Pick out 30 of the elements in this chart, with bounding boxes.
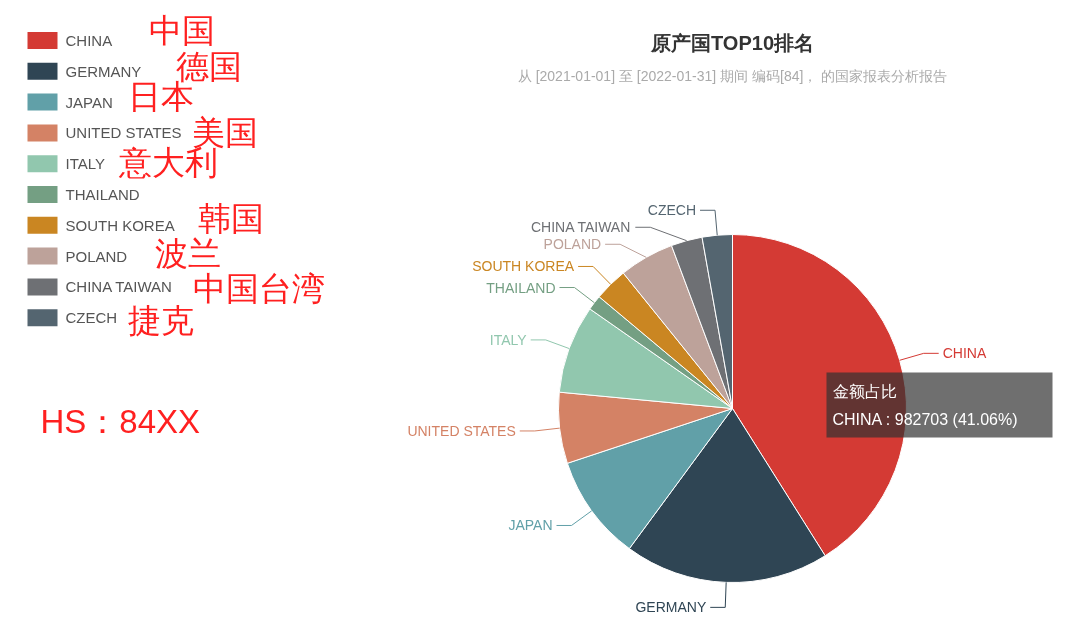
legend-label: POLAND: [65, 247, 128, 265]
slice-label: ITALY: [489, 331, 528, 348]
legend-label: CHINA TAIWAN: [65, 278, 172, 296]
legend-label: THAILAND: [65, 186, 140, 203]
text: 从 [2021-01-01] 至 [2022-01-31] 期间 编码[84]， 的国家报表分析报告: [517, 67, 948, 84]
text: 中国台湾: [192, 270, 325, 307]
slice-label: UNITED STATES: [407, 422, 516, 439]
legend-label: UNITED STATES: [65, 124, 182, 142]
slice-label: SOUTH KOREA: [472, 258, 575, 275]
chart-title: 原产国TOP10排名: [650, 31, 814, 54]
slice-label: CHINA TAIWAN: [530, 219, 631, 236]
text: 韩国: [197, 200, 264, 237]
legend-label: SOUTH KOREA: [65, 216, 175, 234]
legend-label: CHINA: [65, 32, 113, 49]
slice-label: POLAND: [543, 236, 602, 253]
slice-label: GERMANY: [635, 599, 707, 616]
legend-label: JAPAN: [65, 93, 113, 111]
slice-label: CZECH: [647, 202, 697, 219]
text: 波兰: [154, 235, 221, 272]
slice-label: JAPAN: [508, 517, 553, 534]
slice-label: CHINA: [942, 345, 987, 362]
text: HS：84XX: [40, 403, 201, 440]
slice-label: THAILAND: [486, 279, 556, 296]
text: 中国: [148, 12, 215, 49]
text: 金额占比: [832, 383, 897, 400]
legend-label: CZECH: [65, 309, 118, 327]
text: CHINA : 982703 (41.06%): [832, 411, 1018, 428]
text: 捷克: [127, 302, 194, 339]
legend-label: ITALY: [65, 155, 105, 173]
legend-label: GERMANY: [65, 62, 142, 80]
